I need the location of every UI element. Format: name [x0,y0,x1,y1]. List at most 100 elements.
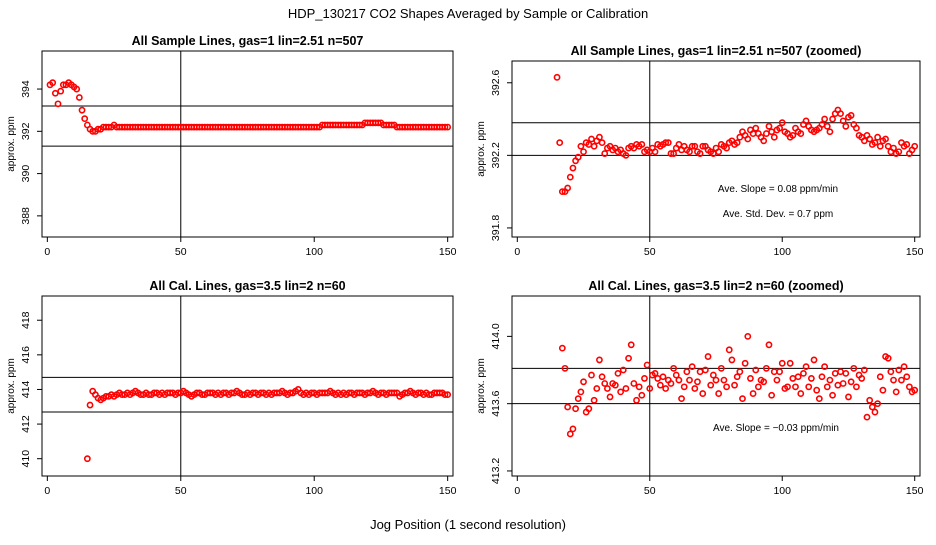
data-point [821,363,829,371]
plot-frame [41,295,454,477]
data-point [86,401,94,409]
data-point [728,356,736,364]
data-point [390,389,398,397]
data-point [821,115,829,123]
data-point [686,376,693,384]
data-point [356,121,363,129]
data-point [792,383,799,391]
data-point [853,124,860,132]
data-point [646,385,654,392]
data-point [556,139,564,147]
data-point [643,361,651,369]
y-tick-label: 418 [20,311,32,329]
data-point [630,380,638,387]
y-tick-label: 410 [20,450,32,468]
y-tick-label: 412 [20,415,32,433]
x-tick-label: 50 [175,485,187,497]
data-point [704,353,712,360]
data-point [696,368,704,376]
data-point [569,164,577,172]
data-point [670,364,678,372]
data-point [625,354,632,362]
data-point [911,386,919,394]
data-point [810,356,818,364]
data-point [860,366,868,374]
data-point [776,368,783,376]
data-point [627,341,635,349]
data-point [778,359,786,367]
chart-panel-2: All Sample Lines, gas=1 lin=2.51 n=507 (… [476,44,924,258]
data-point [749,390,757,397]
annotation-text: Ave. Slope = 0.08 ppm/min [718,184,838,195]
data-point [760,378,768,386]
data-point [765,122,773,130]
data-point [752,366,760,374]
data-point [850,364,858,372]
x-tick-label: 150 [439,246,457,258]
y-axis-label: approx. ppm [6,116,17,172]
data-point [876,142,884,150]
data-point [622,385,630,392]
data-point [842,122,850,130]
data-point [868,403,876,411]
data-point [709,371,717,379]
data-point [731,381,738,389]
data-point [884,354,892,362]
data-point [784,383,791,391]
plot-frame [41,50,454,238]
data-point [667,380,675,387]
data-point [638,141,646,148]
data-point [654,375,662,382]
data-point [566,173,574,181]
data-point [49,79,57,87]
chart-panel-1: All Sample Lines, gas=1 lin=2.51 n=507 0 5… [6,34,457,258]
data-point [622,151,630,159]
x-axis-label: Jog Position (1 second resolution) [370,517,566,532]
data-point [823,122,831,130]
data-point [725,346,733,354]
data-point [797,130,805,137]
data-point [733,373,741,381]
data-point [890,144,897,152]
x-tick-label: 0 [44,246,50,258]
data-point [593,385,601,392]
x-tick-label: 50 [644,485,656,497]
data-point [842,369,850,377]
data-point [678,395,685,403]
data-point [566,430,574,438]
data-point [606,393,614,401]
data-point [736,133,744,141]
data-point [847,112,855,119]
data-point [78,106,86,114]
data-point [831,369,839,377]
data-point [444,123,452,131]
data-point [754,383,762,391]
data-point [733,139,741,147]
data-point [691,385,699,392]
data-point [603,385,611,392]
data-point [688,363,696,371]
data-point [794,373,802,381]
data-point [900,363,908,371]
data-point [768,391,776,399]
data-point [829,115,836,123]
data-point [558,188,566,196]
data-point [770,133,778,141]
data-point [866,135,874,143]
data-point [651,369,659,377]
y-tick-label: 413.2 [490,458,502,484]
y-tick-label: 391.8 [490,215,502,241]
data-point [702,366,709,374]
data-point [874,400,882,408]
data-point [611,381,619,389]
data-point [641,375,648,382]
data-point [818,373,826,381]
data-point [837,368,844,376]
data-point [773,376,781,384]
data-point [588,135,595,143]
data-point [736,368,744,376]
x-tick-label: 50 [175,246,187,258]
data-point [662,139,670,147]
